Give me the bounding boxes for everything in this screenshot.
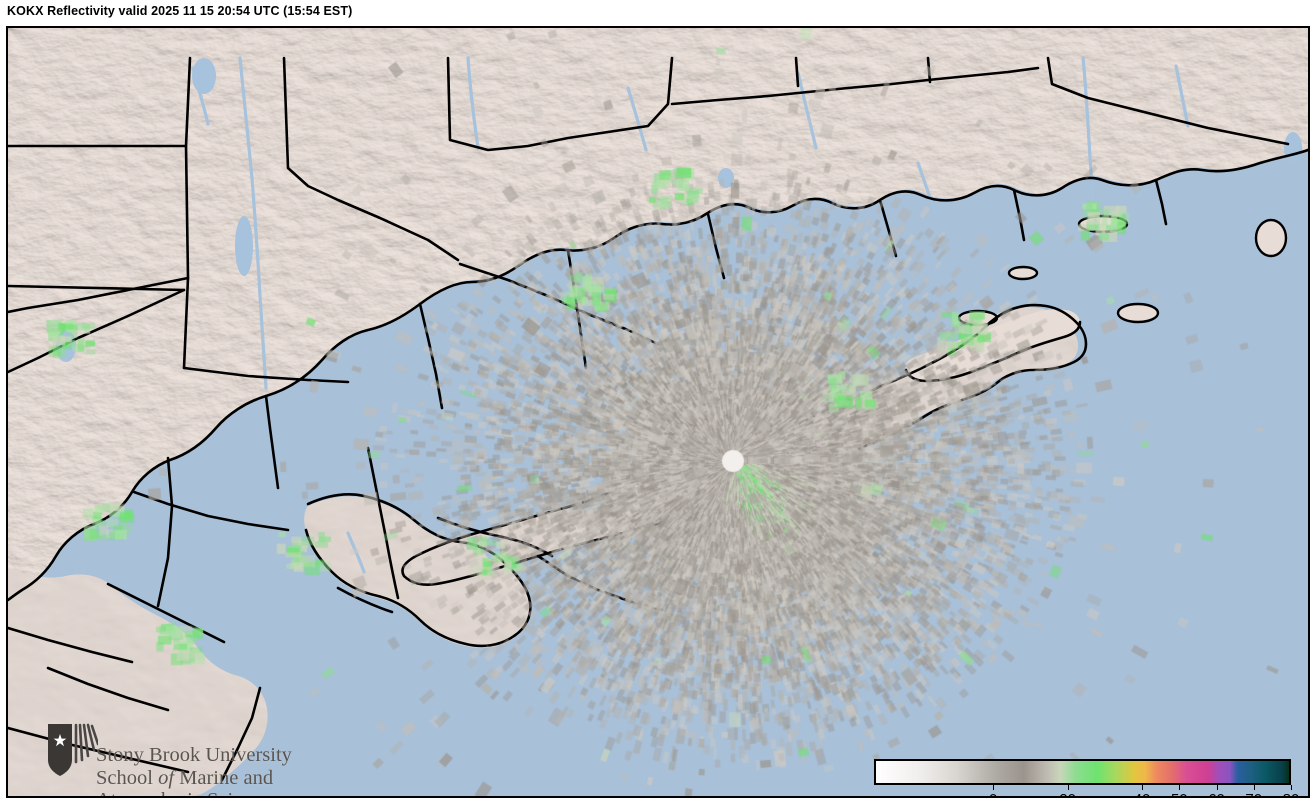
- colorbar-tick-label-80: 80: [1283, 791, 1300, 796]
- colorbar-tick-80: [1291, 785, 1292, 790]
- colorbar-tick-label-70: 70: [1245, 791, 1262, 796]
- colorbar-tick-label-40: 40: [1134, 791, 1151, 796]
- page-title: KOKX Reflectivity valid 2025 11 15 20:54…: [7, 4, 353, 18]
- colorbar-tick-20: [1067, 785, 1069, 790]
- colorbar-tick-40: [1142, 785, 1144, 790]
- title-bar: KOKX Reflectivity valid 2025 11 15 20:54…: [0, 0, 1316, 26]
- colorbar-tick-60: [1216, 785, 1218, 790]
- colorbar-tick-50: [1179, 785, 1181, 790]
- colorbar-tick-label-20: 20: [1059, 791, 1076, 796]
- colorbar-gradient-box: [874, 759, 1291, 785]
- radar-reflectivity-layer: [8, 28, 1308, 796]
- map-canvas[interactable]: Stony Brook University School of Marine …: [8, 28, 1308, 796]
- colorbar-tick-label-0: 0: [989, 791, 997, 796]
- colorbar-tick-label-50: 50: [1171, 791, 1188, 796]
- map-frame[interactable]: Stony Brook University School of Marine …: [6, 26, 1310, 798]
- colorbar-ticks: 0 20 40 50 60 70 80: [874, 785, 1299, 796]
- colorbar-gradient: [876, 761, 1289, 783]
- colorbar-tick-label-60: 60: [1208, 791, 1225, 796]
- reflectivity-colorbar[interactable]: 0 20 40 50 60 70 80: [874, 759, 1299, 796]
- colorbar-tick-0: [993, 785, 995, 790]
- colorbar-tick-70: [1253, 785, 1255, 790]
